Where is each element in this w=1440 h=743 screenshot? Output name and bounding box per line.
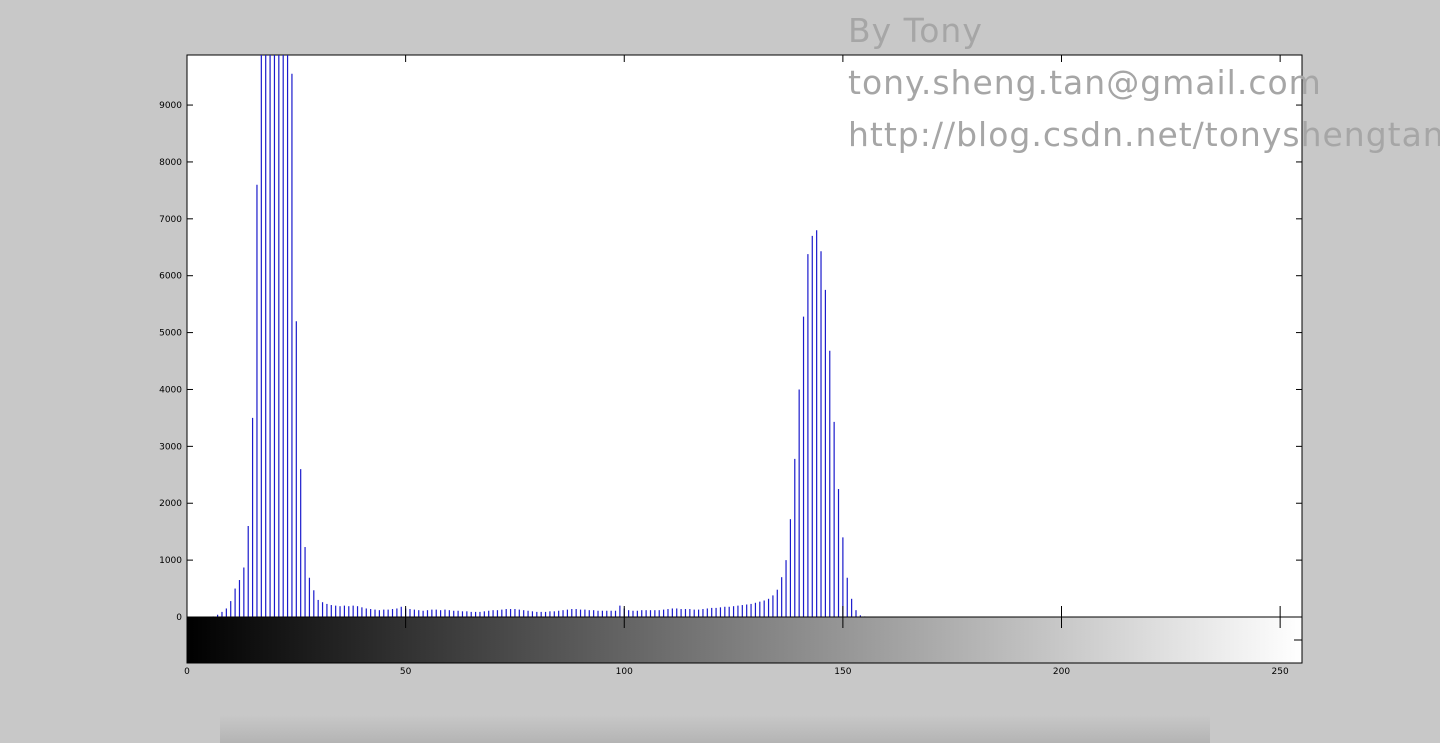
y-tick-label: 9000 [159,101,182,111]
x-tick-label: 100 [616,667,633,677]
watermark: http://blog.csdn.net/tonyshengtan [848,115,1440,154]
y-tick-label: 1000 [159,556,182,566]
y-tick-label: 2000 [159,499,182,509]
watermark: By Tony [848,11,983,50]
x-tick-label: 0 [184,667,190,677]
y-tick-label: 7000 [159,215,182,225]
x-tick-label: 50 [400,667,412,677]
x-tick-label: 250 [1272,667,1289,677]
y-tick-label: 5000 [159,329,182,339]
axes [186,54,1303,618]
y-tick-label: 8000 [159,158,182,168]
watermark: tony.sheng.tan@gmail.com [848,63,1322,102]
colorbar [186,616,1303,664]
y-tick-label: 0 [176,613,182,623]
y-tick-label: 3000 [159,442,182,452]
y-tick-label: 6000 [159,272,182,282]
shadow [220,715,1210,743]
x-tick-label: 150 [834,667,851,677]
y-tick-label: 4000 [159,385,182,395]
x-tick-label: 200 [1053,667,1070,677]
